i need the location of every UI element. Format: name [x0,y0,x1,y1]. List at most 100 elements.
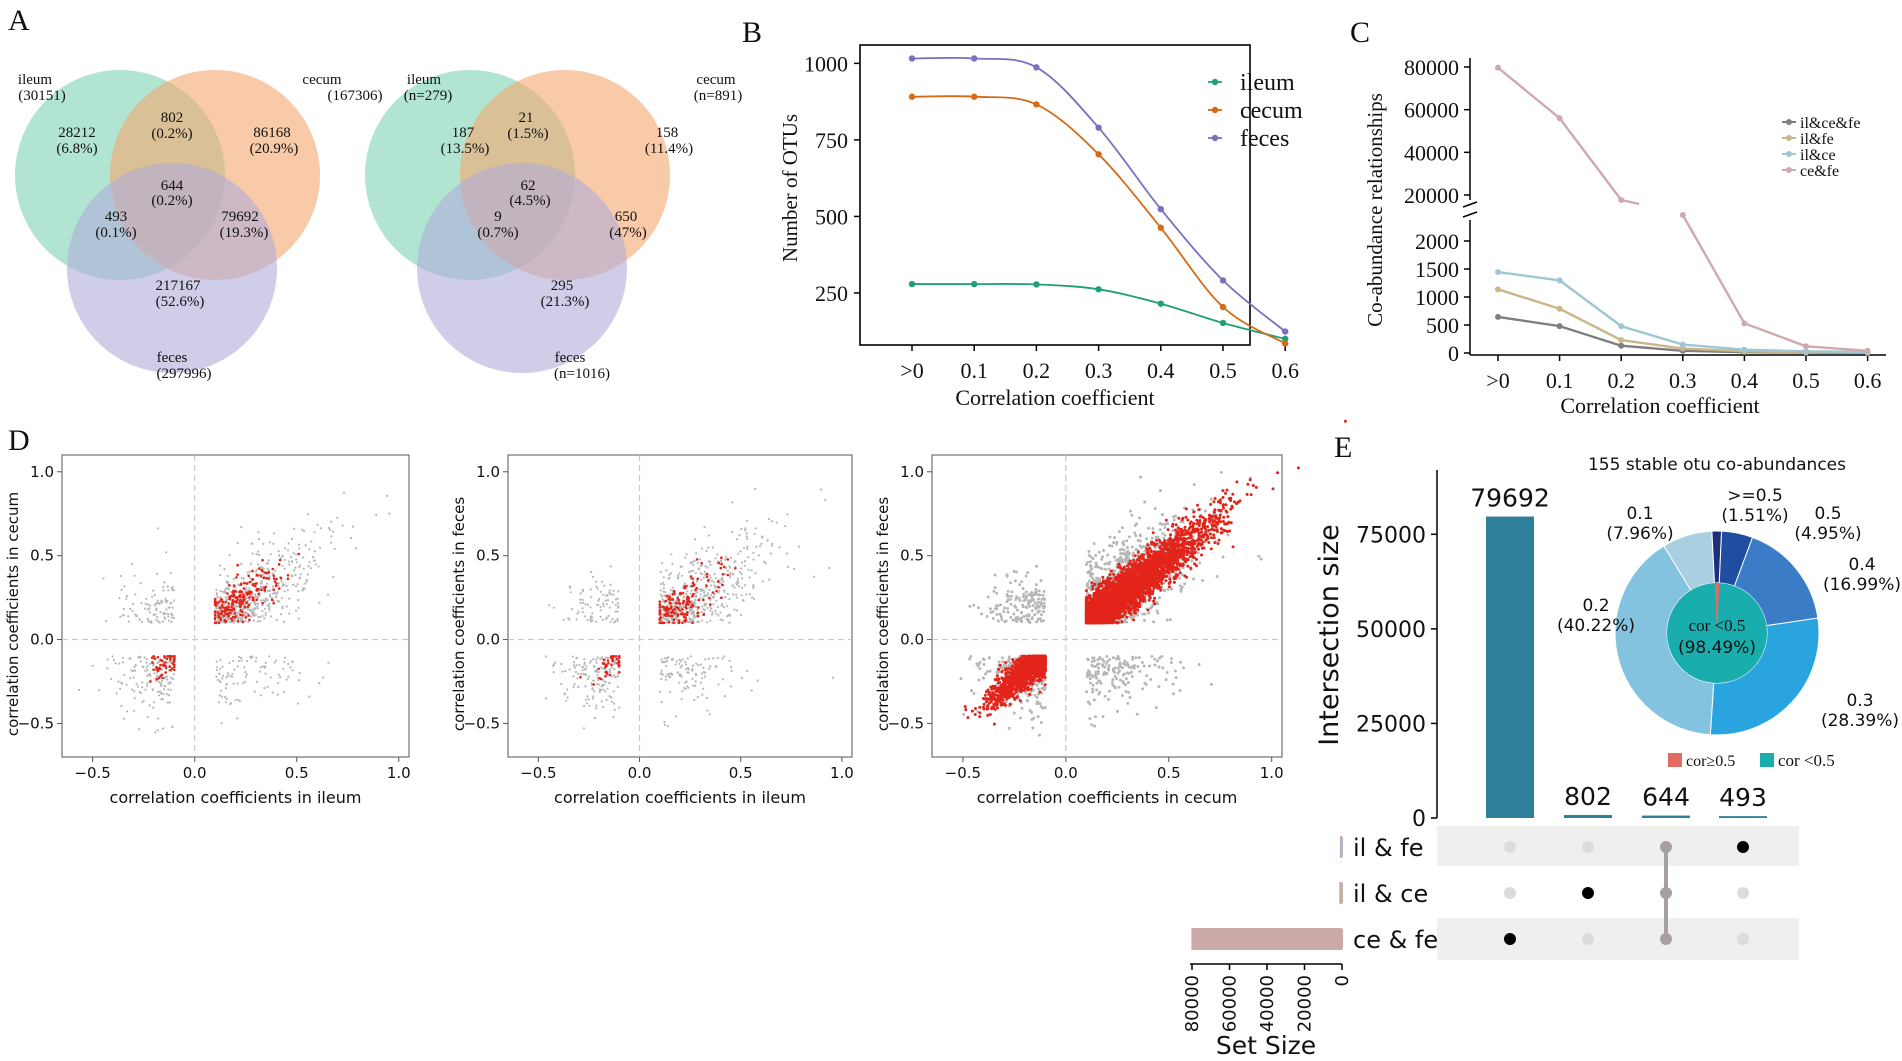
scatter-point-red [165,657,169,661]
scatter-point-grey [689,618,692,621]
venn-1-cecum-only-p: (20.9%) [250,141,299,157]
scatter-point-grey [110,677,113,681]
scatter-point-grey [709,560,712,563]
scatter-point-grey [589,606,592,609]
scatter-point-red [679,592,682,596]
scatter-point-grey [676,577,679,580]
scatter-point-grey [148,620,151,623]
scatter-point-grey [666,673,669,676]
scatter-point-grey [767,517,771,521]
scatter-point-grey [129,607,132,611]
scatter-point-grey [151,595,154,598]
scatter-point-grey [659,593,663,596]
scatter-point-grey [119,687,122,690]
scatter-point-grey [612,593,615,596]
chart-b-point-feces [1095,124,1102,131]
scatter-point-grey [77,688,80,692]
scatter-point-red [168,665,171,668]
scatter-point-red [166,655,169,658]
scatter-point-grey [336,516,339,520]
scatter-point-grey [603,680,606,683]
scatter-point-grey [828,566,831,570]
scatter-xtick-label: 0.5 [729,764,753,782]
scatter-point-grey [595,620,598,623]
scatter-point-grey [249,562,252,565]
scatter-point-grey [330,535,333,538]
scatter-point-grey [272,542,275,545]
scatter-point-grey [305,580,308,583]
scatter-point-red [686,611,689,614]
scatter-point-grey [143,656,146,659]
scatter-point-grey [330,520,333,523]
scatter-point-grey [738,585,741,588]
chart-c-legend-label: il&ce [1800,147,1836,164]
scatter-point-grey [596,676,599,680]
scatter-point-grey [586,677,590,681]
scatter-point-grey [139,691,142,695]
scatter-point-grey [614,675,618,679]
scatter-point-grey [724,573,727,576]
scatter-point-grey [666,659,669,663]
chart-c-ytick-label: 2000 [1415,229,1459,254]
scatter-point-grey [750,689,753,692]
venn-2-il-ce-p: (1.5%) [507,126,548,142]
scatter-point-grey [223,568,226,571]
scatter-point-grey [227,587,230,590]
scatter-point-grey [118,597,121,600]
chart-c-point-0 [1618,342,1625,349]
scatter-point-grey [552,664,555,668]
scatter-point-grey [661,581,665,584]
scatter-point-grey [566,696,569,699]
scatter-point-grey [696,696,699,699]
scatter-point-grey [296,583,299,586]
scatter-point-grey [138,728,141,731]
scatter-point-grey [694,538,697,541]
scatter-point-grey [218,609,221,612]
scatter-point-grey [216,678,219,682]
scatter-point-grey [591,619,594,622]
scatter-1-points [77,491,391,734]
scatter-point-grey [596,656,599,659]
scatter-2-ylabel: correlation coefficients in feces [450,497,468,731]
scatter-point-grey [275,659,278,662]
scatter-point-grey [604,599,607,602]
scatter-point-grey [149,662,152,665]
scatter-point-grey [303,530,306,533]
scatter-point-grey [273,532,276,535]
scatter-point-grey [563,692,566,695]
venn-1-cecum-count: (167306) [328,88,383,104]
scatter-point-grey [778,546,781,549]
scatter-point-grey [590,596,593,599]
scatter-point-grey [704,565,707,568]
scatter-point-grey [269,553,272,556]
scatter-point-grey [608,668,611,671]
scatter-point-grey [144,607,147,610]
scatter-point-grey [617,602,620,605]
scatter-point-grey [587,698,590,701]
scatter-point-grey [592,665,596,669]
scatter-point-grey [742,599,745,602]
chart-c-ytick-label: 20000 [1404,183,1459,208]
scatter-point-grey [760,542,763,545]
scatter-point-red [244,615,248,619]
scatter-point-grey [610,696,613,699]
scatter-point-red [173,663,176,667]
scatter-point-red [685,602,689,605]
scatter-point-grey [770,520,774,523]
scatter-point-grey [133,697,136,700]
scatter-point-grey [692,564,695,567]
scatter-point-grey [106,667,109,670]
scatter-point-grey [754,487,757,490]
scatter-point-grey [112,659,115,662]
chart-b-xtick-label: 0.2 [1023,358,1051,383]
scatter-point-grey [240,659,243,662]
chart-c-ytick-label: 1000 [1415,285,1459,310]
scatter-point-grey [264,597,268,600]
scatter-point-grey [735,538,739,541]
venn-1-ileum-label: ileum [18,72,52,88]
scatter-point-red [250,578,254,581]
chart-c-ylabel: Co-abundance relationships [1363,93,1387,327]
scatter-point-red [151,661,154,664]
scatter-point-grey [232,659,235,663]
